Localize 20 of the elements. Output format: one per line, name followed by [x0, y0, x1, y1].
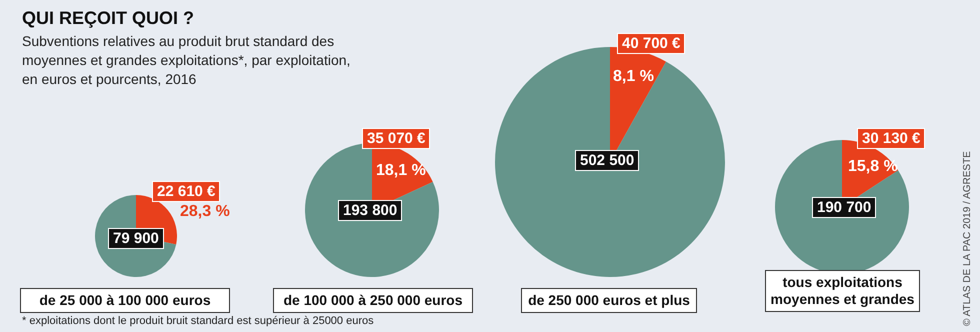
- text: 502 500: [575, 150, 640, 171]
- data-label: 8,1 %: [613, 68, 654, 86]
- text: 22 610 €: [152, 181, 220, 202]
- text: * exploitations dont le produit bruit standard est supérieur à 25000 euros: [22, 315, 374, 327]
- text: 35 070 €: [362, 128, 430, 149]
- text: de 100 000 à 250 000 euros: [273, 288, 473, 313]
- text: 30 130 €: [857, 128, 926, 149]
- text: 40 700 €: [617, 33, 686, 54]
- text: de 25 000 à 100 000 euros: [20, 288, 230, 313]
- data-label: 28,3 %: [180, 203, 230, 221]
- chart-subtitle: Subventions relatives au produit brut standard des moyennes et grandes exploitations*, par exploitation, en euros et pourcents, 2016: [22, 32, 352, 89]
- text: de 250 000 euros et plus: [521, 288, 697, 313]
- text: 79 900: [108, 228, 164, 249]
- chart-title: QUI REÇOIT QUOI ?: [22, 8, 194, 29]
- data-label: 15,8 %: [848, 158, 898, 176]
- text: © ATLAS DE LA PAC 2019 / AGRESTE: [962, 151, 973, 326]
- text: tous exploitations moyennes et grandes: [765, 270, 920, 312]
- text: 193 800: [338, 200, 402, 221]
- data-label: 18,1 %: [376, 162, 426, 180]
- text: 190 700: [812, 197, 876, 218]
